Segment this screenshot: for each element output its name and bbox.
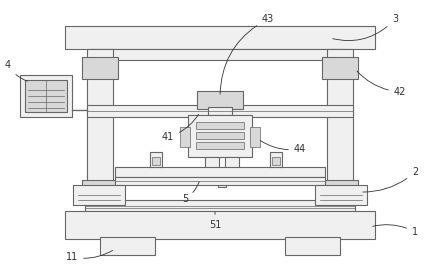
Text: 5: 5: [182, 182, 199, 204]
Bar: [270, 152, 282, 167]
Bar: [322, 57, 358, 79]
Bar: [196, 122, 244, 129]
Bar: [65, 211, 375, 239]
Bar: [272, 157, 280, 165]
Bar: [188, 115, 252, 157]
Bar: [115, 167, 325, 177]
Bar: [212, 169, 222, 179]
Text: 3: 3: [333, 14, 398, 41]
Bar: [115, 177, 325, 185]
Text: 41: 41: [162, 114, 198, 142]
Text: 2: 2: [363, 167, 418, 192]
Bar: [25, 80, 67, 112]
Bar: [225, 157, 239, 169]
Bar: [208, 107, 232, 115]
Bar: [197, 91, 243, 109]
Bar: [100, 237, 155, 255]
Bar: [218, 179, 226, 187]
Bar: [250, 127, 260, 147]
Text: 44: 44: [260, 140, 306, 154]
Text: 4: 4: [5, 60, 27, 81]
Bar: [205, 157, 219, 169]
Bar: [73, 185, 125, 205]
Bar: [87, 105, 353, 117]
Text: 42: 42: [357, 71, 406, 97]
Bar: [180, 127, 190, 147]
Text: 43: 43: [220, 14, 274, 94]
Text: 51: 51: [209, 212, 221, 230]
Bar: [150, 152, 162, 167]
Bar: [82, 180, 118, 202]
Bar: [65, 26, 375, 49]
Bar: [196, 132, 244, 139]
Bar: [196, 142, 244, 149]
Bar: [152, 157, 160, 165]
Bar: [82, 57, 118, 79]
Bar: [90, 49, 345, 60]
Bar: [285, 237, 340, 255]
Bar: [85, 200, 355, 212]
Bar: [315, 185, 367, 205]
Text: 1: 1: [373, 225, 418, 237]
Text: 11: 11: [66, 250, 113, 262]
Bar: [327, 49, 353, 207]
Bar: [87, 49, 113, 207]
Bar: [20, 75, 72, 117]
Bar: [322, 180, 358, 202]
